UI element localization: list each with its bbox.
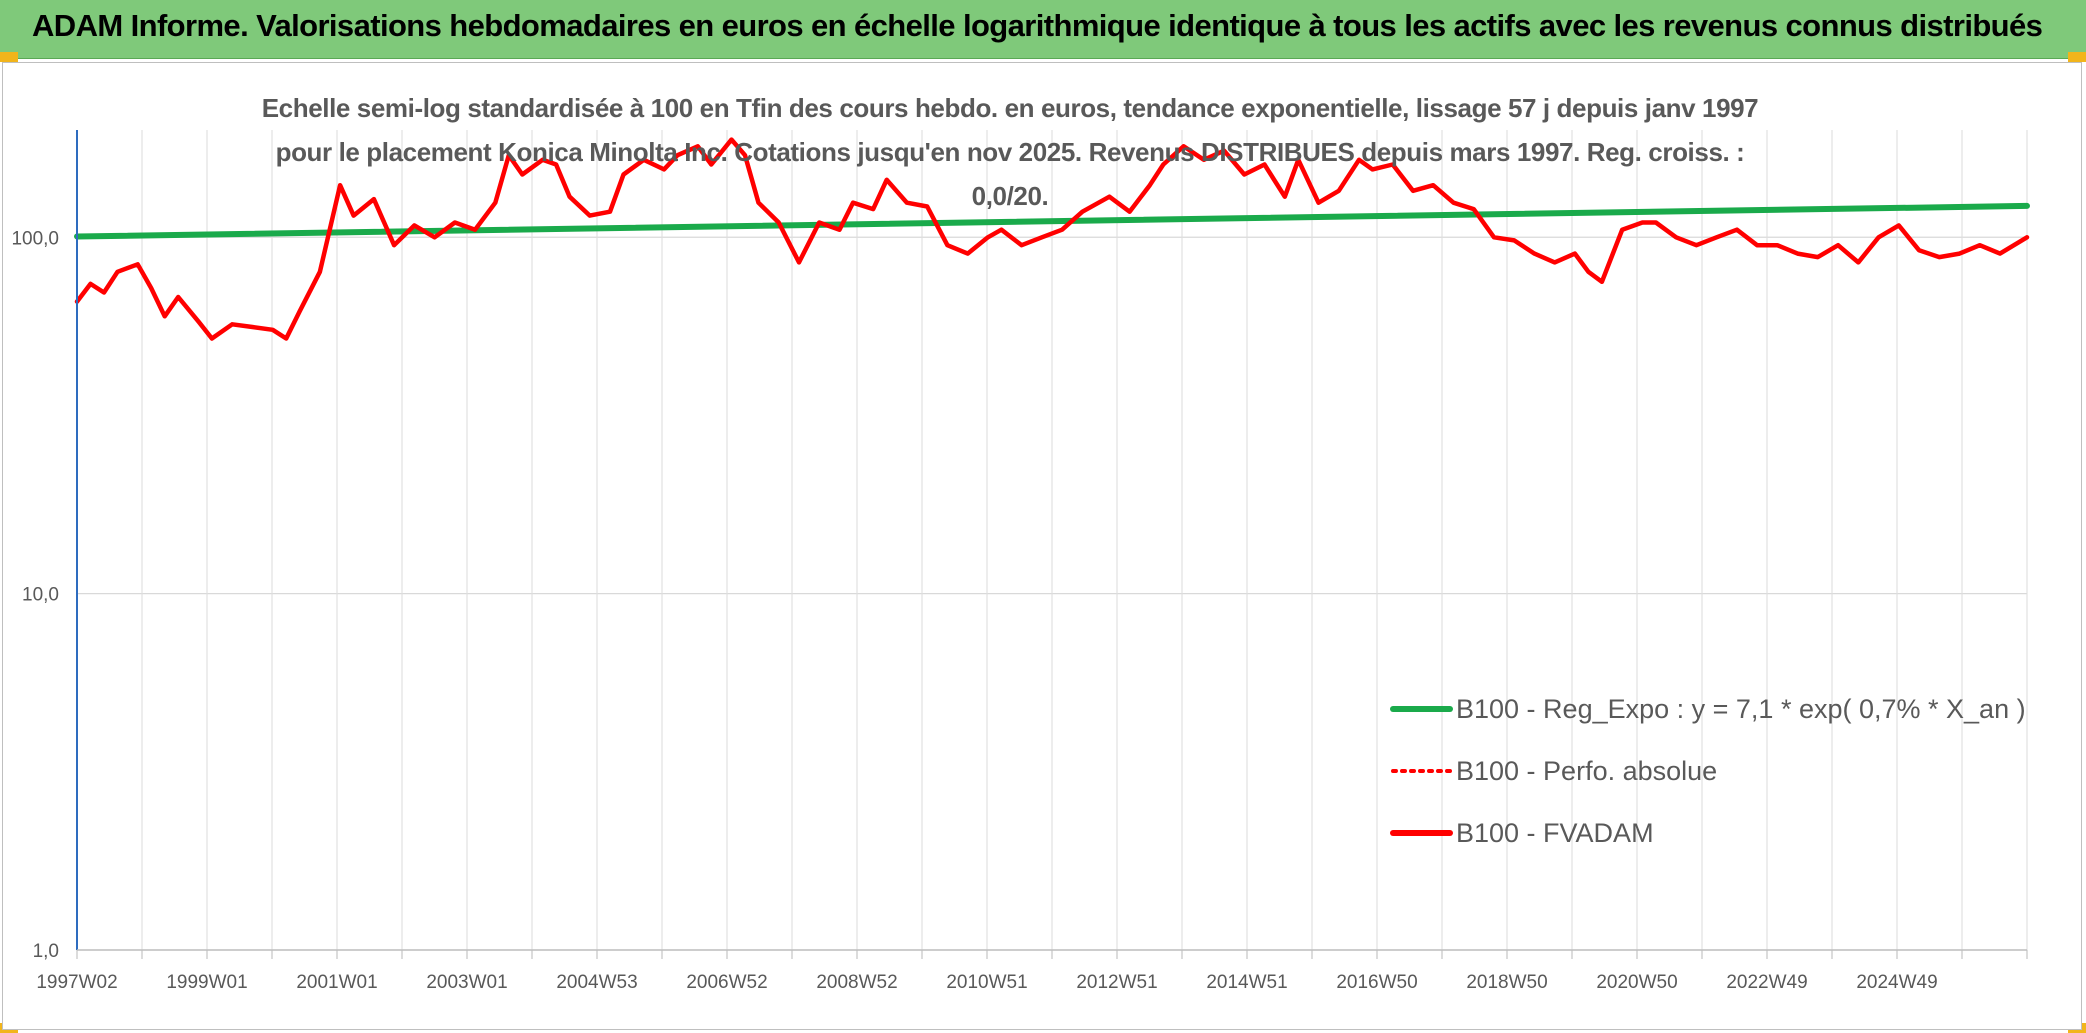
legend-label: B100 - Perfo. absolue bbox=[1456, 756, 1717, 786]
corner-marker-top-right bbox=[2068, 52, 2086, 62]
corner-marker-top-left bbox=[0, 52, 18, 62]
series-line bbox=[74, 202, 2030, 240]
y-tick-label: 1,0 bbox=[33, 941, 59, 962]
x-tick-label: 2004W53 bbox=[556, 972, 637, 993]
x-tick-label: 2006W52 bbox=[686, 972, 767, 993]
x-tick-label: 2022W49 bbox=[1726, 972, 1807, 993]
y-tick-label: 100,0 bbox=[11, 228, 59, 249]
x-tick-label: 2008W52 bbox=[816, 972, 897, 993]
x-tick-label: 2016W50 bbox=[1336, 972, 1417, 993]
y-tick-label: 10,0 bbox=[22, 585, 59, 606]
x-tick-label: 2010W51 bbox=[946, 972, 1027, 993]
legend-label: B100 - FVADAM bbox=[1456, 818, 1654, 848]
x-tick-label: 2024W49 bbox=[1856, 972, 1937, 993]
x-tick-label: 2020W50 bbox=[1596, 972, 1677, 993]
x-tick-label: 2003W01 bbox=[426, 972, 507, 993]
x-tick-label: 2012W51 bbox=[1076, 972, 1157, 993]
report-banner: ADAM Informe. Valorisations hebdomadaire… bbox=[0, 0, 2086, 59]
legend-label: B100 - Reg_Expo : y = 7,1 * exp( 0,7% * … bbox=[1456, 694, 2026, 724]
chart-grid bbox=[76, 130, 2028, 951]
report-title: ADAM Informe. Valorisations hebdomadaire… bbox=[32, 8, 2043, 43]
x-tick-label: 2001W01 bbox=[296, 972, 377, 993]
series-layer bbox=[74, 137, 2030, 341]
chart-legend: B100 - Reg_Expo : y = 7,1 * exp( 0,7% * … bbox=[1390, 694, 2026, 848]
x-tick-label: 1997W02 bbox=[36, 972, 117, 993]
x-tick-label: 2018W50 bbox=[1466, 972, 1547, 993]
series-line bbox=[74, 137, 2030, 341]
x-tick-label: 1999W01 bbox=[166, 972, 247, 993]
tick-labels: 1,0 10,0 100,0 1997W02 1999W01 2001W01 2003W01… bbox=[11, 228, 1937, 993]
chart-title: Echelle semi-log standardisée à 100 en T… bbox=[261, 93, 1759, 211]
x-tick-label: 2014W51 bbox=[1206, 972, 1287, 993]
chart-axes bbox=[76, 130, 2028, 959]
